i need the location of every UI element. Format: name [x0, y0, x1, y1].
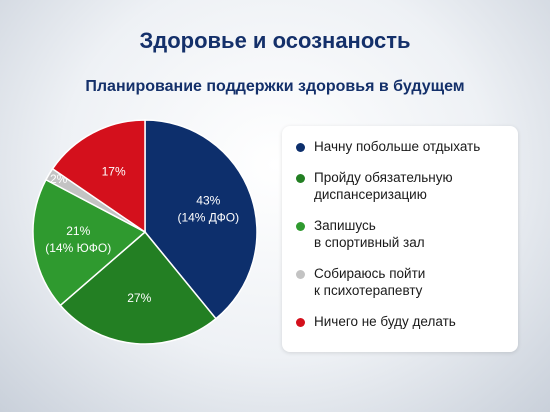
legend-label: Ничего не буду делать — [314, 314, 456, 329]
value-label: 27% — [127, 291, 151, 305]
chart-title: Здоровье и осознаность — [139, 28, 411, 53]
legend-item: Начну побольше отдыхать — [296, 138, 508, 155]
legend-swatch — [296, 222, 305, 231]
legend: Начну побольше отдыхать Пройду обязательн… — [282, 126, 518, 352]
chart-subtitle: Планирование поддержки здоровья в будуще… — [85, 78, 465, 95]
legend-swatch — [296, 143, 305, 152]
value-sublabel: (14% ЮФО) — [45, 241, 111, 255]
legend-swatch — [296, 174, 305, 183]
pie-slice — [59, 230, 217, 345]
pie-slice — [32, 178, 147, 307]
legend-item: Собираюсь пойти к психотерапевту — [296, 265, 508, 299]
value-sublabel: (14% ДФО) — [177, 211, 239, 225]
legend-label: Начну побольше отдыхать — [314, 139, 481, 154]
legend-item: Запишусь в спортивный зал — [296, 217, 508, 251]
value-label: 17% — [102, 165, 126, 179]
legend-label: Пройду обязательную диспансеризацию — [314, 170, 453, 202]
legend-item: Пройду обязательную диспансеризацию — [296, 169, 508, 203]
pie-slice — [144, 119, 258, 320]
legend-item: Ничего не буду делать — [296, 313, 508, 330]
legend-label: Собираюсь пойти к психотерапевту — [314, 266, 426, 298]
pie-slice — [51, 119, 146, 234]
value-label: 21% — [66, 224, 90, 238]
legend-label: Запишусь в спортивный зал — [314, 218, 425, 250]
legend-swatch — [296, 270, 305, 279]
value-label: 43% — [196, 194, 220, 208]
legend-swatch — [296, 318, 305, 327]
